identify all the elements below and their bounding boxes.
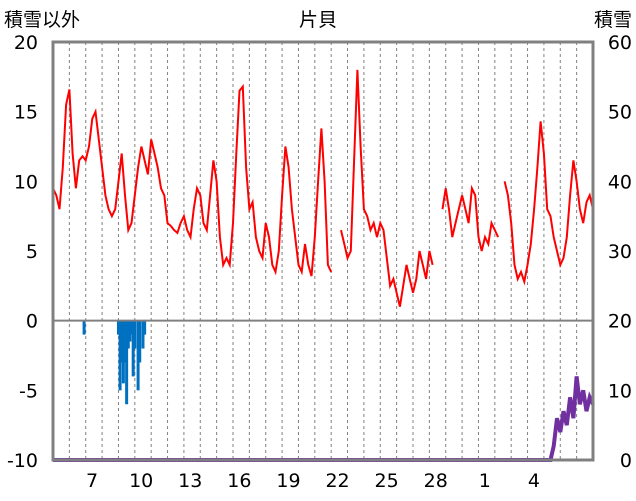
precipitation-bars	[82, 320, 147, 405]
left-tick-label: -10	[7, 450, 38, 472]
right-tick-label: 30	[608, 241, 632, 263]
snow-depth-line	[53, 376, 595, 462]
precipitation-bar	[123, 320, 127, 363]
grid	[68, 42, 578, 460]
left-axis-label: 積雪以外	[4, 9, 80, 31]
precipitation-bar	[126, 320, 130, 349]
precipitation-bar	[128, 320, 132, 342]
x-tick-label: 22	[325, 470, 349, 492]
right-tick-label: 40	[608, 171, 632, 193]
precipitation-bar	[125, 320, 129, 405]
right-axis-label: 積雪	[594, 9, 632, 31]
x-tick-label: 25	[375, 470, 399, 492]
precipitation-bar	[143, 320, 147, 335]
right-tick-label: 50	[608, 102, 632, 124]
left-tick-label: 15	[14, 102, 38, 124]
temperature-line	[340, 69, 434, 307]
series-lines	[52, 69, 595, 462]
left-tick-label: 10	[14, 171, 38, 193]
precipitation-bar	[131, 320, 135, 377]
left-tick-label: 0	[26, 311, 38, 333]
x-tick-label: 4	[528, 470, 540, 492]
precipitation-bar	[121, 320, 125, 384]
temperature-line	[52, 83, 333, 277]
precipitation-bar	[141, 320, 145, 349]
x-tick-label: 1	[479, 470, 491, 492]
precipitation-bar	[82, 320, 86, 335]
precipitation-bar	[133, 320, 137, 349]
precipitation-bar	[138, 320, 142, 363]
x-tick-label: 19	[276, 470, 300, 492]
precipitation-bar	[116, 320, 120, 335]
left-tick-label: -5	[19, 380, 38, 402]
left-tick-label: 5	[26, 241, 38, 263]
precipitation-bar	[136, 320, 140, 391]
temperature-line	[503, 121, 594, 286]
left-tick-label: 20	[14, 32, 38, 54]
x-tick-label: 13	[178, 470, 202, 492]
right-tick-label: 0	[620, 450, 632, 472]
x-tick-label: 7	[86, 470, 98, 492]
right-tick-label: 10	[608, 380, 632, 402]
right-tick-label: 60	[608, 32, 632, 54]
precipitation-bar	[118, 320, 122, 391]
x-tick-label: 10	[129, 470, 153, 492]
temperature-line	[441, 184, 500, 252]
precipitation-bar	[130, 320, 134, 335]
plot-frame	[51, 40, 595, 462]
right-tick-label: 20	[608, 311, 632, 333]
x-tick-label: 16	[227, 470, 251, 492]
x-tick-label: 28	[424, 470, 448, 492]
chart-title: 片貝	[299, 9, 337, 31]
precipitation-bar	[120, 320, 124, 363]
